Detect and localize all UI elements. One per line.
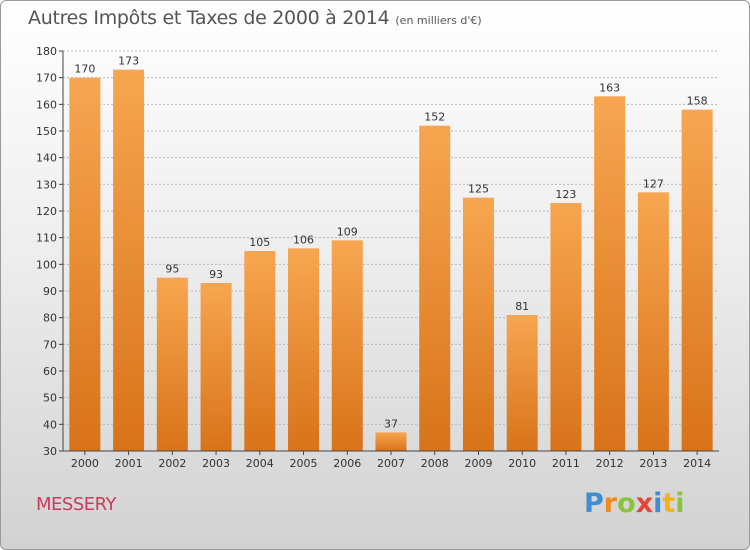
y-tick-label: 60 bbox=[43, 365, 57, 378]
x-tick-label: 2003 bbox=[202, 457, 230, 470]
bar bbox=[156, 277, 188, 451]
bar bbox=[244, 251, 276, 451]
data-label: 37 bbox=[384, 417, 398, 430]
y-tick-label: 170 bbox=[36, 72, 57, 85]
x-tick-label: 2001 bbox=[115, 457, 143, 470]
data-label: 123 bbox=[555, 188, 576, 201]
x-tick-label: 2000 bbox=[71, 457, 99, 470]
y-tick-label: 120 bbox=[36, 205, 57, 218]
y-tick-label: 140 bbox=[36, 152, 57, 165]
bar bbox=[375, 432, 407, 451]
x-tick-label: 2008 bbox=[421, 457, 449, 470]
bar bbox=[681, 109, 713, 452]
x-tick-label: 2002 bbox=[158, 457, 186, 470]
data-label: 106 bbox=[293, 233, 314, 246]
brand-letter: i bbox=[675, 488, 685, 519]
y-tick-label: 90 bbox=[43, 285, 57, 298]
brand-letter: o bbox=[617, 488, 636, 519]
y-tick-label: 180 bbox=[36, 45, 57, 58]
brand-logo: Proxiti bbox=[584, 488, 685, 519]
chart-subtitle: (en milliers d'€) bbox=[395, 14, 482, 27]
bar bbox=[419, 125, 451, 452]
bar bbox=[113, 69, 145, 452]
data-label: 173 bbox=[118, 55, 139, 68]
y-tick-label: 70 bbox=[43, 338, 57, 351]
data-label: 158 bbox=[687, 95, 708, 108]
x-tick-label: 2009 bbox=[464, 457, 492, 470]
y-tick-label: 160 bbox=[36, 98, 57, 111]
x-tick-label: 2011 bbox=[552, 457, 580, 470]
brand-letter: t bbox=[662, 488, 676, 519]
brand-letter: i bbox=[653, 488, 663, 519]
bar bbox=[200, 283, 232, 451]
bar bbox=[550, 203, 582, 451]
brand-letter: x bbox=[635, 488, 654, 519]
x-tick-label: 2012 bbox=[596, 457, 624, 470]
data-label: 95 bbox=[165, 263, 179, 276]
chart-title-block: Autres Impôts et Taxes de 2000 à 2014 (en… bbox=[28, 7, 482, 29]
y-tick-label: 80 bbox=[43, 312, 57, 325]
x-tick-label: 2014 bbox=[683, 457, 711, 470]
x-tick-label: 2006 bbox=[333, 457, 361, 470]
y-tick-label: 100 bbox=[36, 258, 57, 271]
y-tick-label: 150 bbox=[36, 125, 57, 138]
chart-title: Autres Impôts et Taxes de 2000 à 2014 bbox=[28, 7, 390, 29]
y-tick-label: 110 bbox=[36, 232, 57, 245]
bar bbox=[69, 77, 101, 452]
brand-letter: P bbox=[584, 488, 604, 519]
data-label: 152 bbox=[424, 111, 445, 124]
bar bbox=[331, 240, 363, 451]
data-labels: 170 173 95 93 105 106 109 37 152 125 81 123 163 127 15… bbox=[74, 55, 707, 431]
data-label: 163 bbox=[599, 81, 620, 94]
bar bbox=[462, 197, 494, 451]
x-tick-label: 2013 bbox=[639, 457, 667, 470]
x-tick-label: 2010 bbox=[508, 457, 536, 470]
data-label: 125 bbox=[468, 183, 489, 196]
bar bbox=[288, 248, 320, 451]
x-tick-label: 2004 bbox=[246, 457, 274, 470]
data-label: 105 bbox=[249, 236, 270, 249]
x-axis-ticks: 2000 2001 2002 2003 2004 2005 2006 2007 2008 2009… bbox=[71, 451, 711, 470]
axes bbox=[62, 51, 719, 452]
commune-name: MESSERY bbox=[36, 494, 116, 515]
data-label: 127 bbox=[643, 177, 664, 190]
x-tick-label: 2005 bbox=[290, 457, 318, 470]
y-tick-label: 130 bbox=[36, 178, 57, 191]
data-label: 81 bbox=[515, 300, 529, 313]
x-tick-label: 2007 bbox=[377, 457, 405, 470]
y-tick-label: 50 bbox=[43, 392, 57, 405]
data-label: 93 bbox=[209, 268, 223, 281]
bar bbox=[637, 192, 669, 452]
y-tick-label: 40 bbox=[43, 418, 57, 431]
data-label: 109 bbox=[337, 225, 358, 238]
brand-letter: r bbox=[603, 488, 618, 519]
bar bbox=[594, 96, 626, 451]
bars bbox=[69, 69, 713, 452]
data-label: 170 bbox=[74, 63, 95, 76]
y-axis-ticks: 30 40 50 60 70 80 90 100 110 120 130 140 150 160 170 18… bbox=[36, 45, 63, 458]
bar bbox=[506, 315, 538, 451]
y-tick-label: 30 bbox=[43, 445, 57, 458]
